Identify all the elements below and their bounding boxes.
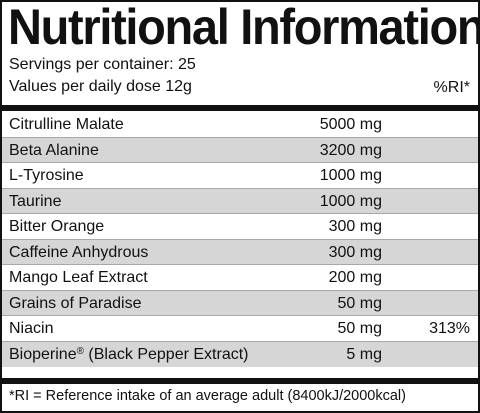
ingredient-name: Niacin [9, 320, 54, 337]
ingredient-row: Bitter Orange 300 mg [2, 214, 478, 240]
ingredient-name-suffix: (Black Pepper Extract) [83, 345, 249, 363]
ingredient-amount: 200 mg [328, 269, 382, 286]
ingredient-name: Beta Alanine [9, 141, 99, 159]
label-title: Nutritional Information [8, 0, 480, 55]
ingredient-row: Mango Leaf Extract 200 mg [2, 265, 478, 291]
ingredient-name: Mango Leaf Extract [9, 269, 148, 286]
ingredient-table: Citrulline Malate 5000 mg Beta Alanine 3… [2, 112, 478, 367]
ingredient-name: L-Tyrosine [9, 167, 84, 184]
ingredient-amount: 300 mg [328, 243, 382, 261]
ingredient-name-main: Bioperine [9, 345, 77, 363]
ingredient-name: Grains of Paradise [9, 294, 142, 312]
ingredient-amount: 1000 mg [319, 167, 382, 184]
servings-per-container: Servings per container: 25 [9, 56, 196, 73]
ingredient-row: Caffeine Anhydrous 300 mg [2, 239, 478, 265]
daily-dose: Values per daily dose 12g [9, 78, 192, 95]
ingredient-row: Beta Alanine 3200 mg [2, 137, 478, 163]
ingredient-row: Niacin 50 mg 313% [2, 316, 478, 342]
ingredient-ri: 313% [429, 320, 470, 337]
ingredient-amount: 3200 mg [319, 141, 382, 159]
ingredient-amount: 1000 mg [319, 192, 382, 210]
ri-column-header: %RI* [433, 79, 470, 96]
ingredient-amount: 50 mg [337, 294, 382, 312]
ingredient-row: Citrulline Malate 5000 mg [2, 112, 478, 138]
ingredient-name: Caffeine Anhydrous [9, 243, 149, 261]
ingredient-amount: 50 mg [337, 320, 382, 337]
ingredient-row: Bioperine® (Black Pepper Extract) 5 mg [2, 341, 478, 367]
ingredient-name: Taurine [9, 192, 62, 210]
bottom-divider [2, 378, 478, 384]
ingredient-row: L-Tyrosine 1000 mg [2, 163, 478, 189]
ingredient-amount: 5000 mg [319, 116, 382, 133]
top-divider [2, 105, 478, 111]
ingredient-name: Bioperine® (Black Pepper Extract) [9, 345, 248, 364]
ri-footnote: *RI = Reference intake of an average adu… [9, 388, 406, 404]
ingredient-row: Taurine 1000 mg [2, 188, 478, 214]
ingredient-name: Bitter Orange [9, 218, 105, 235]
ingredient-amount: 300 mg [328, 218, 382, 235]
registered-mark: ® [76, 345, 84, 357]
ingredient-row: Grains of Paradise 50 mg [2, 290, 478, 316]
ingredient-amount: 5 mg [346, 345, 382, 363]
ingredient-name: Citrulline Malate [9, 116, 124, 133]
